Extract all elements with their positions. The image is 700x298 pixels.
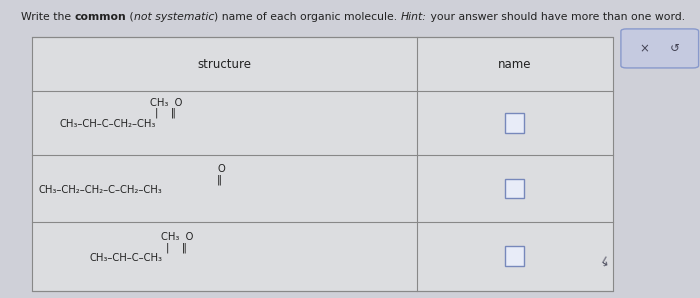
- FancyBboxPatch shape: [32, 37, 612, 291]
- FancyBboxPatch shape: [621, 29, 699, 68]
- Text: CH₃  O: CH₃ O: [161, 232, 193, 242]
- Text: CH₃–CH₂–CH₂–C–CH₂–CH₃: CH₃–CH₂–CH₂–C–CH₂–CH₃: [38, 185, 162, 195]
- Text: CH₃–CH–C–CH₂–CH₃: CH₃–CH–C–CH₂–CH₃: [60, 119, 156, 129]
- Text: your answer should have more than one word.: your answer should have more than one wo…: [427, 12, 685, 22]
- Text: structure: structure: [197, 58, 251, 71]
- Text: O: O: [217, 164, 225, 174]
- Text: Hint:: Hint:: [401, 12, 427, 22]
- Text: ↺: ↺: [670, 42, 680, 55]
- Text: ) name of each organic molecule.: ) name of each organic molecule.: [214, 12, 401, 22]
- Text: Write the: Write the: [21, 12, 75, 22]
- FancyBboxPatch shape: [505, 246, 524, 266]
- Text: not systematic: not systematic: [134, 12, 214, 22]
- FancyBboxPatch shape: [505, 179, 524, 198]
- Text: |    ‖: | ‖: [155, 108, 176, 118]
- FancyBboxPatch shape: [505, 113, 524, 133]
- Text: name: name: [498, 58, 531, 71]
- Text: (: (: [127, 12, 134, 22]
- Text: ×: ×: [640, 42, 650, 55]
- Text: CH₃  O: CH₃ O: [150, 98, 183, 108]
- Text: common: common: [75, 12, 127, 22]
- Text: ↳: ↳: [596, 255, 611, 272]
- Text: ‖: ‖: [217, 174, 222, 185]
- Text: |    ‖: | ‖: [166, 242, 187, 253]
- Text: CH₃–CH–C–CH₃: CH₃–CH–C–CH₃: [90, 253, 162, 263]
